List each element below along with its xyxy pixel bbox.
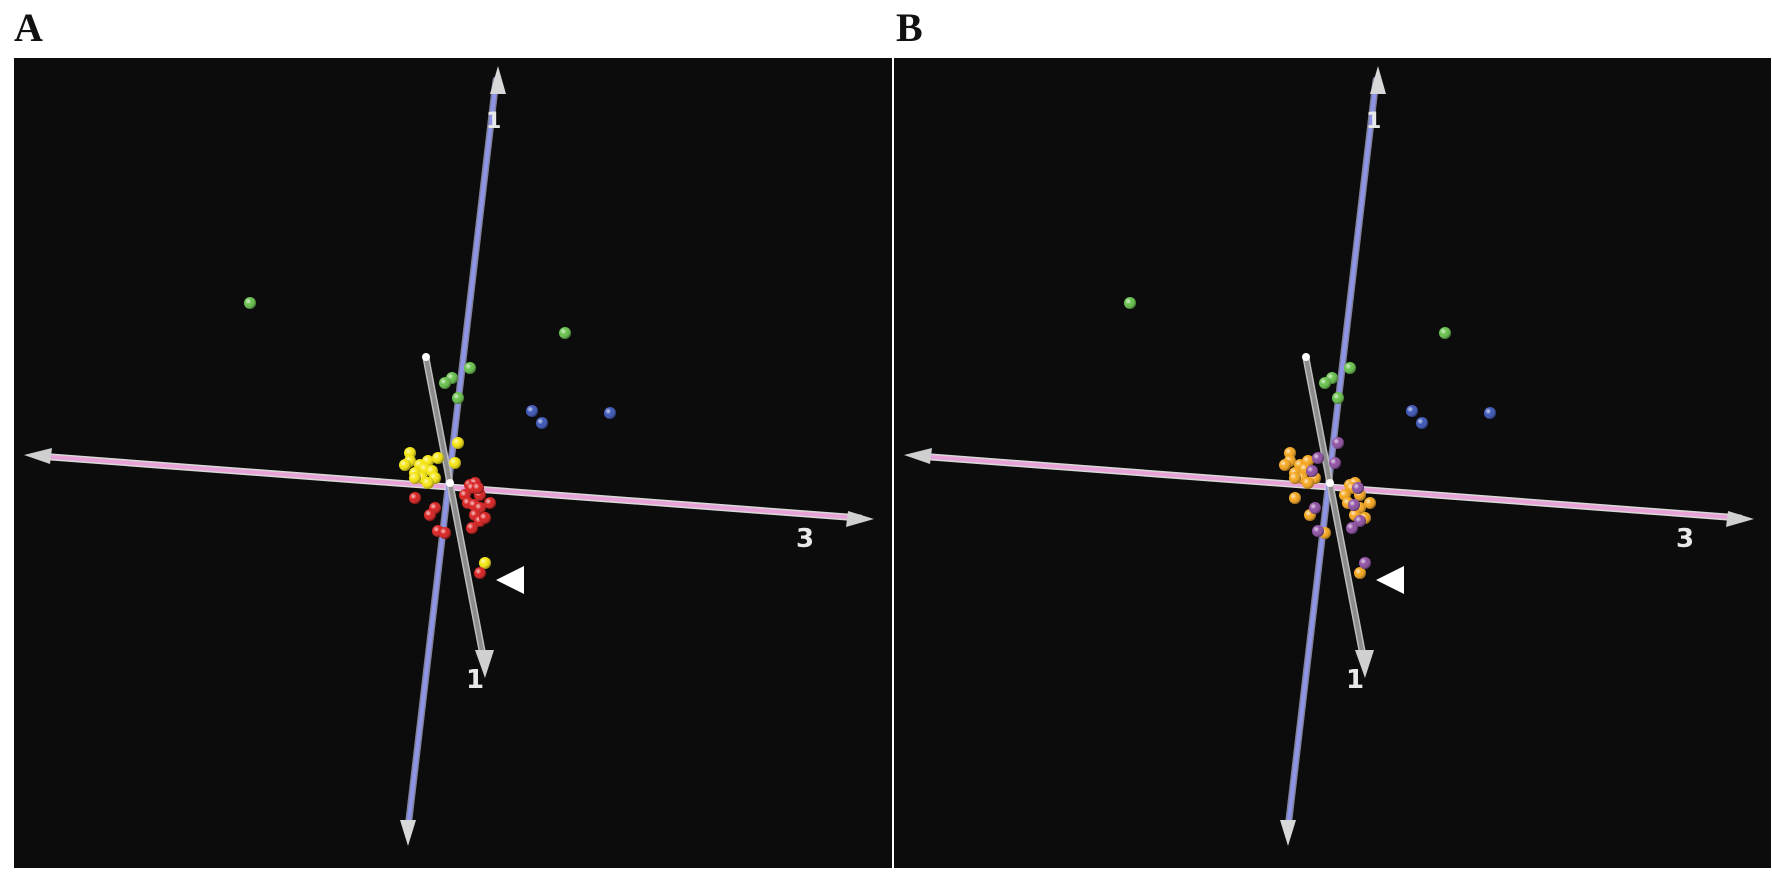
gray-axis-arrow-bottom (1355, 650, 1374, 678)
pink-axis-arrow-right (1726, 511, 1754, 527)
data-point-highlight (1439, 327, 1451, 339)
data-point-highlight (1124, 297, 1136, 309)
data-point-highlight (1352, 482, 1364, 494)
data-point-highlight (1354, 515, 1366, 527)
scatter-panel-b: 3 1 1 (894, 58, 1771, 868)
scatter-panel-a: 3 1 1 (14, 58, 892, 868)
data-point-highlight (1332, 392, 1344, 404)
blue-axis-arrow-top (1370, 66, 1386, 94)
data-point-highlight (1364, 497, 1376, 509)
blue-axis-arrow-top (490, 66, 506, 94)
data-point-highlight (452, 437, 464, 449)
scatter-plot-b: 3 1 1 (904, 66, 1754, 846)
data-point-highlight (1484, 407, 1496, 419)
data-point-highlight (422, 477, 434, 489)
data-point-highlight (536, 417, 548, 429)
data-point-highlight (1312, 452, 1324, 464)
white-triangle-pointer-icon (1376, 566, 1404, 594)
data-point-highlight (1309, 502, 1321, 514)
data-point-highlight (1312, 525, 1324, 537)
data-point-highlight (439, 527, 451, 539)
data-point-highlight (1332, 437, 1344, 449)
data-point-highlight (474, 567, 486, 579)
data-point-highlight (484, 497, 496, 509)
data-point-highlight (244, 297, 256, 309)
blue-axis-core (1286, 79, 1378, 829)
data-point-highlight (1329, 457, 1341, 469)
axis-label-blue: 1 (1366, 109, 1381, 134)
gray-axis-core (424, 357, 486, 662)
origin-marker (446, 479, 454, 487)
data-point-highlight (466, 522, 478, 534)
data-point-highlight (1302, 477, 1314, 489)
data-point-highlight (409, 492, 421, 504)
blue-axis-arrow-bottom (400, 820, 416, 846)
axis-label-gray: 1 (466, 665, 484, 695)
data-point-highlight (472, 482, 484, 494)
data-point-highlight (432, 452, 444, 464)
data-point-highlight (1406, 405, 1418, 417)
panel-label-a: A (14, 5, 43, 50)
axis-label-gray: 1 (1346, 665, 1364, 695)
data-point-highlight (604, 407, 616, 419)
axis-label-blue: 1 (486, 109, 501, 134)
scatter-plot-a: 3 1 1 (24, 66, 874, 846)
data-point-highlight (479, 557, 491, 569)
points-group (244, 297, 616, 579)
gray-axis-core (1304, 357, 1366, 662)
data-point-highlight (526, 405, 538, 417)
data-point-highlight (1346, 522, 1358, 534)
pink-axis-arrow-right (846, 511, 874, 527)
data-point-highlight (1289, 492, 1301, 504)
gray-axis-arrow-bottom (475, 650, 494, 678)
pink-axis-arrow-left (24, 448, 52, 464)
data-point-highlight (409, 472, 421, 484)
data-point-highlight (439, 377, 451, 389)
data-point-highlight (449, 457, 461, 469)
data-point-highlight (399, 459, 411, 471)
data-point-highlight (479, 512, 491, 524)
data-point-highlight (424, 509, 436, 521)
axis-label-pink: 3 (796, 524, 814, 554)
gray-axis-end-cap (1302, 353, 1310, 361)
origin-marker (1326, 479, 1334, 487)
data-point-highlight (1279, 459, 1291, 471)
pink-axis-arrow-left (904, 448, 932, 464)
data-point-highlight (1354, 567, 1366, 579)
points-group (1124, 297, 1496, 579)
white-triangle-pointer-icon (496, 566, 524, 594)
panel-label-b: B (896, 5, 923, 50)
data-point-highlight (1359, 557, 1371, 569)
data-point-highlight (464, 362, 476, 374)
data-point-highlight (559, 327, 571, 339)
data-point-highlight (452, 392, 464, 404)
blue-axis-core (406, 79, 498, 829)
gray-axis-end-cap (422, 353, 430, 361)
data-point-highlight (1289, 472, 1301, 484)
data-point-highlight (1348, 499, 1360, 511)
axes-group: 3 1 1 (904, 66, 1754, 846)
data-point-highlight (1344, 362, 1356, 374)
axes-group: 3 1 1 (24, 66, 874, 846)
data-point-highlight (1306, 465, 1318, 477)
data-point-highlight (1416, 417, 1428, 429)
blue-axis-arrow-bottom (1280, 820, 1296, 846)
data-point-highlight (1319, 377, 1331, 389)
axis-label-pink: 3 (1676, 524, 1694, 554)
